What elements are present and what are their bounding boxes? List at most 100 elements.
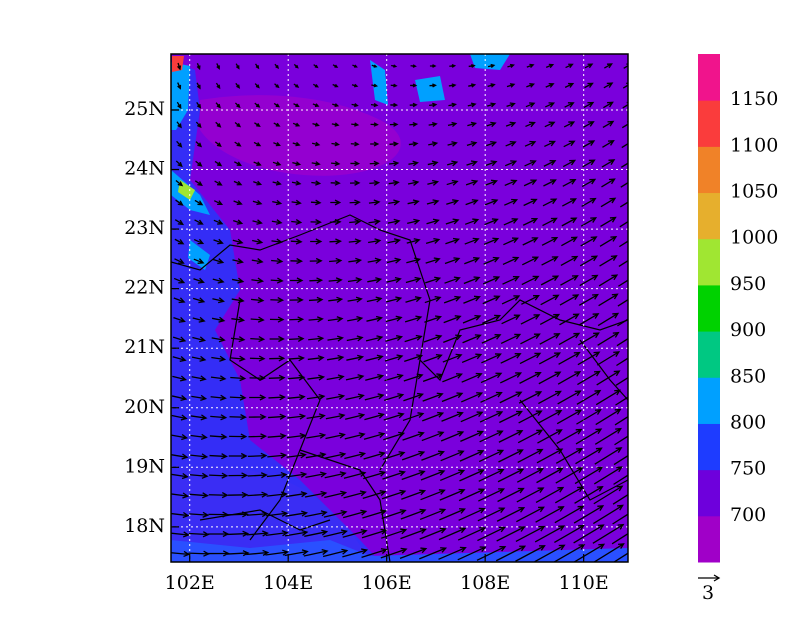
wind-arrow bbox=[347, 315, 364, 323]
wind-arrow bbox=[248, 413, 267, 421]
wind-arrow bbox=[235, 63, 240, 70]
wind-arrow bbox=[558, 351, 581, 365]
wind-arrow bbox=[289, 296, 304, 304]
wind-arrow bbox=[288, 335, 305, 342]
wind-arrow bbox=[172, 336, 187, 343]
wind-arrow bbox=[593, 543, 625, 562]
wind-arrow bbox=[506, 83, 516, 88]
wind-arrow bbox=[600, 197, 617, 208]
wind-arrow bbox=[371, 64, 378, 68]
wind-arrow bbox=[305, 471, 327, 478]
y-tick-label: 24N bbox=[124, 158, 165, 180]
wind-arrow bbox=[439, 488, 466, 501]
wind-arrow bbox=[445, 237, 460, 245]
wind-arrow bbox=[323, 529, 348, 538]
wind-arrow bbox=[172, 375, 188, 382]
wind-arrow bbox=[504, 179, 518, 187]
wind-arrow bbox=[351, 83, 359, 88]
wind-arrow bbox=[175, 199, 184, 206]
wind-arrow bbox=[246, 511, 269, 518]
wind-arrow bbox=[523, 198, 538, 207]
wind-arrow bbox=[346, 354, 365, 361]
wind-arrow bbox=[598, 293, 619, 307]
wind-arrow bbox=[503, 218, 519, 226]
wind-arrow bbox=[557, 390, 582, 405]
wind-arrow bbox=[332, 64, 339, 68]
colorbar-label: 950 bbox=[730, 273, 766, 295]
wind-arrow bbox=[596, 370, 621, 386]
wind-arrow bbox=[538, 352, 561, 365]
field-patch bbox=[470, 54, 510, 70]
wind-arrow bbox=[534, 525, 566, 543]
wind-arrow bbox=[427, 179, 440, 186]
wind-arrow bbox=[486, 102, 497, 108]
wind-arrow bbox=[380, 547, 408, 559]
wind-arrow bbox=[516, 468, 545, 483]
wind-arrow bbox=[525, 102, 536, 108]
wind-arrow bbox=[349, 218, 362, 226]
wind-arrow bbox=[579, 274, 599, 287]
x-tick-label: 106E bbox=[362, 572, 412, 594]
wind-arrow bbox=[310, 218, 322, 226]
wind-arrow bbox=[327, 316, 344, 323]
wind-arrow bbox=[234, 141, 242, 147]
wind-arrow bbox=[233, 180, 243, 186]
wind-arrow bbox=[227, 511, 249, 518]
wind-arrow bbox=[290, 257, 304, 265]
wind-arrow bbox=[389, 141, 399, 147]
wind-arrow bbox=[498, 449, 524, 463]
wind-arrow bbox=[561, 217, 578, 227]
wind-arrow bbox=[521, 275, 540, 286]
wind-arrow bbox=[196, 102, 202, 109]
wind-arrow bbox=[518, 391, 543, 404]
wind-arrow bbox=[310, 238, 323, 245]
wind-arrow bbox=[209, 433, 228, 440]
wind-arrow bbox=[504, 160, 518, 167]
wind-arrow bbox=[520, 333, 541, 345]
wind-arrow bbox=[478, 488, 505, 502]
wind-arrow bbox=[409, 102, 418, 108]
wind-arrow bbox=[439, 469, 466, 482]
wind-arrow bbox=[173, 316, 186, 323]
wind-arrow bbox=[541, 256, 559, 266]
wind-arrow bbox=[352, 64, 358, 68]
wind-arrow bbox=[171, 414, 188, 421]
wind-arrow bbox=[312, 103, 320, 107]
wind-arrow bbox=[195, 141, 203, 148]
wind-arrow bbox=[601, 159, 616, 168]
wind-arrow bbox=[519, 371, 542, 384]
boundary-line bbox=[379, 359, 421, 471]
wind-arrow bbox=[271, 219, 283, 225]
wind-arrow bbox=[420, 489, 446, 501]
wind-arrow bbox=[500, 353, 522, 364]
wind-arrow bbox=[288, 355, 305, 362]
wind-arrow bbox=[482, 276, 501, 285]
wind-arrow bbox=[448, 102, 457, 108]
wind-arrow bbox=[192, 297, 206, 304]
wind-arrow bbox=[213, 200, 224, 206]
wind-arrow bbox=[216, 63, 220, 70]
wind-arrow bbox=[565, 63, 574, 69]
wind-arrow bbox=[457, 546, 487, 561]
wind-arrow bbox=[171, 453, 189, 460]
wind-arrow bbox=[482, 295, 501, 305]
y-tick-label: 18N bbox=[124, 515, 165, 537]
wind-arrow bbox=[541, 236, 559, 246]
boundary-line bbox=[579, 339, 628, 401]
wind-arrow bbox=[599, 235, 618, 247]
wind-arrow bbox=[477, 526, 506, 542]
wind-arrow bbox=[230, 355, 246, 362]
wind-arrow bbox=[171, 395, 188, 402]
wind-arrow bbox=[441, 411, 464, 422]
wind-arrow bbox=[253, 180, 263, 186]
wind-arrow bbox=[555, 467, 584, 484]
wind-arrow bbox=[460, 392, 484, 403]
wind-arrow bbox=[516, 506, 545, 523]
wind-arrow bbox=[234, 161, 242, 166]
wind-arrow bbox=[386, 257, 402, 264]
wind-arrow bbox=[175, 179, 184, 187]
wind-arrow bbox=[211, 355, 227, 362]
wind-arrow bbox=[228, 491, 249, 498]
wind-arrow bbox=[190, 414, 208, 421]
wind-arrow bbox=[478, 449, 505, 463]
